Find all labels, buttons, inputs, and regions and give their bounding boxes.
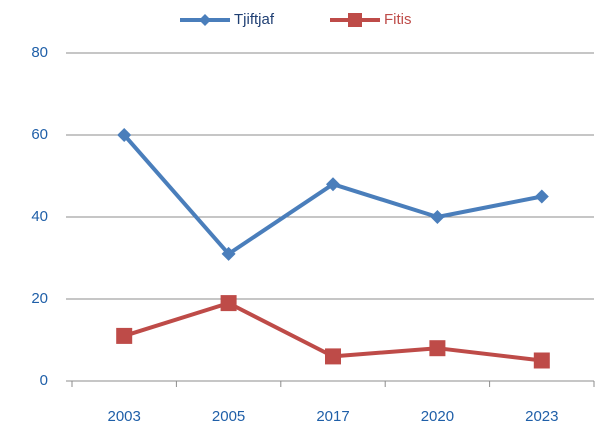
legend-marker [199,14,211,26]
y-tick-label: 80 [31,44,48,61]
legend-marker [348,13,362,27]
x-tick-label: 2020 [421,408,454,425]
x-tick-label: 2003 [108,408,141,425]
marker [429,340,446,357]
marker [117,128,132,142]
marker [116,327,133,344]
marker [533,352,550,369]
legend-label: Fitis [384,11,412,28]
y-tick-label: 20 [31,290,48,307]
marker [534,189,549,204]
marker [325,348,341,365]
marker [221,246,236,261]
x-tick-label: 2005 [212,408,245,425]
marker [430,210,445,224]
x-tick-label: 2023 [525,408,558,425]
x-tick-label: 2017 [316,408,349,425]
y-tick-label: 40 [31,208,48,225]
marker [220,295,237,312]
marker [326,177,340,192]
y-tick-label: 60 [31,126,48,143]
y-tick-label: 0 [40,372,48,389]
legend-label: Tjiftjaf [234,11,275,28]
series-line [122,133,543,256]
